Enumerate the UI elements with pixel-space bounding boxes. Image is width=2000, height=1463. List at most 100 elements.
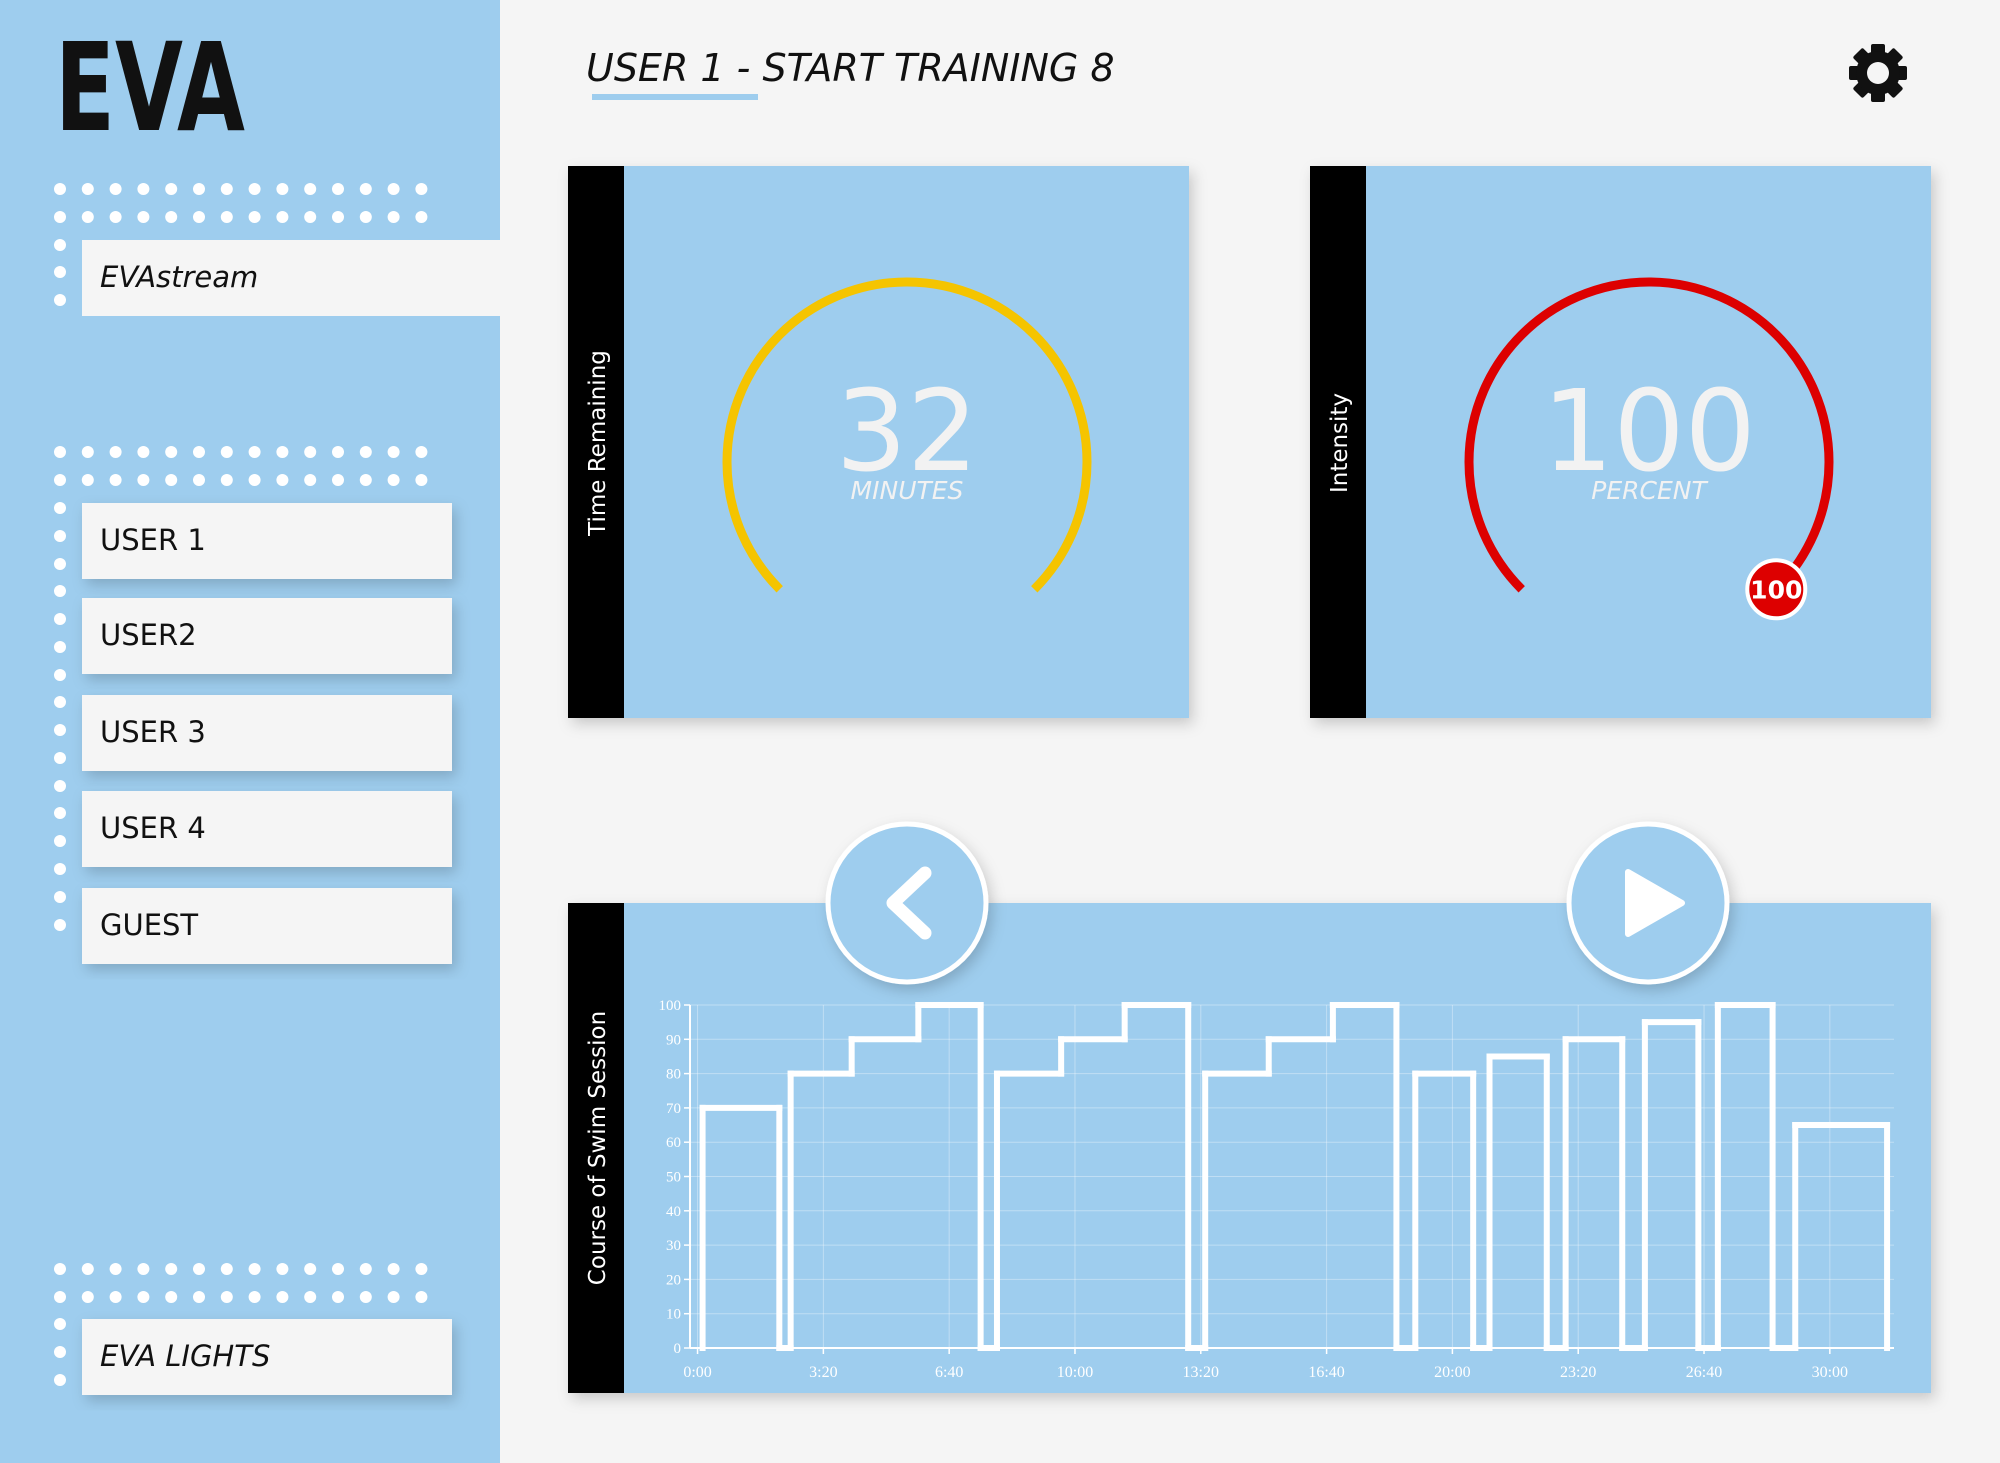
x-tick-label: 30:00 (1812, 1364, 1848, 1381)
stream-item[interactable] (82, 240, 500, 316)
dot (248, 474, 261, 486)
dot (332, 446, 344, 458)
dot (332, 183, 344, 195)
dot (415, 183, 428, 195)
dot (54, 211, 66, 223)
dot (54, 474, 66, 486)
dot (276, 1291, 289, 1303)
y-tick-label: 20 (666, 1272, 681, 1288)
dot (54, 530, 66, 542)
page-title: USER 1 - START TRAINING 8 (586, 46, 1115, 90)
gauge-badge (1745, 558, 1808, 621)
gauge-value: 32 (836, 367, 979, 497)
dot (54, 696, 66, 708)
dot (193, 183, 205, 195)
dot (54, 891, 66, 903)
prev-button[interactable] (825, 821, 989, 985)
user-item[interactable] (82, 888, 452, 964)
dot (387, 1291, 400, 1303)
dot (304, 1291, 317, 1303)
y-tick-label: 10 (666, 1307, 681, 1323)
logo: EVA (55, 17, 245, 159)
dot (81, 211, 94, 223)
gauge-badge-label: 100 (1750, 575, 1802, 604)
dot (415, 211, 428, 223)
x-tick-label: 20:00 (1434, 1364, 1470, 1381)
dot (359, 183, 372, 195)
dot (332, 1263, 344, 1275)
dot (54, 1291, 66, 1303)
dot (220, 446, 233, 458)
dot (304, 211, 317, 223)
dot (54, 183, 66, 195)
user-item[interactable] (82, 791, 452, 867)
dot (137, 1291, 150, 1303)
y-tick-label: 80 (666, 1067, 681, 1083)
dot (193, 474, 205, 486)
dot (54, 863, 66, 875)
dot (54, 919, 66, 931)
dot (54, 446, 66, 458)
gauge-label: Intensity (1327, 393, 1353, 493)
dot (81, 1263, 94, 1275)
dot (415, 1291, 428, 1303)
dot (359, 211, 372, 223)
play-button[interactable] (1566, 821, 1730, 985)
dot (54, 613, 66, 625)
user-label: USER2 (100, 618, 197, 652)
dot (220, 474, 233, 486)
x-tick-label: 0:00 (683, 1364, 711, 1381)
dot (276, 474, 289, 486)
x-tick-label: 3:20 (809, 1364, 837, 1381)
dot (220, 1291, 233, 1303)
dot (137, 211, 150, 223)
dot (81, 1291, 94, 1303)
dot (304, 446, 317, 458)
dot (54, 1318, 66, 1330)
chart: 0 10 20 30 40 50 60 70 80 90 100 0:00 3:20 6:40 10:00 1… (659, 998, 1894, 1381)
dot (165, 1291, 178, 1303)
dot-pattern (54, 183, 428, 1386)
dot (276, 446, 289, 458)
dot (137, 183, 150, 195)
dot (220, 183, 233, 195)
dot (387, 211, 400, 223)
dot (165, 474, 178, 486)
dot (304, 1263, 317, 1275)
gauge-value: 100 (1542, 367, 1756, 497)
lights-item[interactable] (82, 1319, 452, 1395)
dot (248, 183, 261, 195)
dot (304, 183, 317, 195)
y-tick-label: 90 (666, 1032, 681, 1048)
user-list: USER 1 USER2 USER 3 USER 4 GUEST (82, 503, 452, 964)
user-item[interactable] (82, 503, 452, 579)
dot (193, 446, 205, 458)
user-label: USER 4 (100, 811, 206, 845)
x-tick-label: 26:40 (1686, 1364, 1722, 1381)
user-item[interactable] (82, 598, 452, 674)
dot (81, 474, 94, 486)
user-label: GUEST (100, 908, 198, 942)
user-item[interactable] (82, 695, 452, 771)
dot (304, 474, 317, 486)
dot (276, 211, 289, 223)
y-tick-label: 100 (659, 998, 682, 1014)
dot (109, 1291, 122, 1303)
dot (248, 211, 261, 223)
y-tick-label: 0 (674, 1341, 682, 1357)
x-tick-label: 16:40 (1308, 1364, 1344, 1381)
user-label: USER 3 (100, 715, 206, 749)
gauge-label: Time Remaining (585, 350, 611, 537)
dot (54, 502, 66, 514)
panel-bar (1310, 166, 1366, 718)
panel-bar (568, 903, 624, 1393)
dot (248, 446, 261, 458)
panel-bar (568, 166, 624, 718)
dot (359, 446, 372, 458)
gauge-unit: MINUTES (851, 476, 964, 505)
dot (165, 211, 178, 223)
settings-icon[interactable] (1849, 44, 1907, 102)
dot (54, 1263, 66, 1275)
